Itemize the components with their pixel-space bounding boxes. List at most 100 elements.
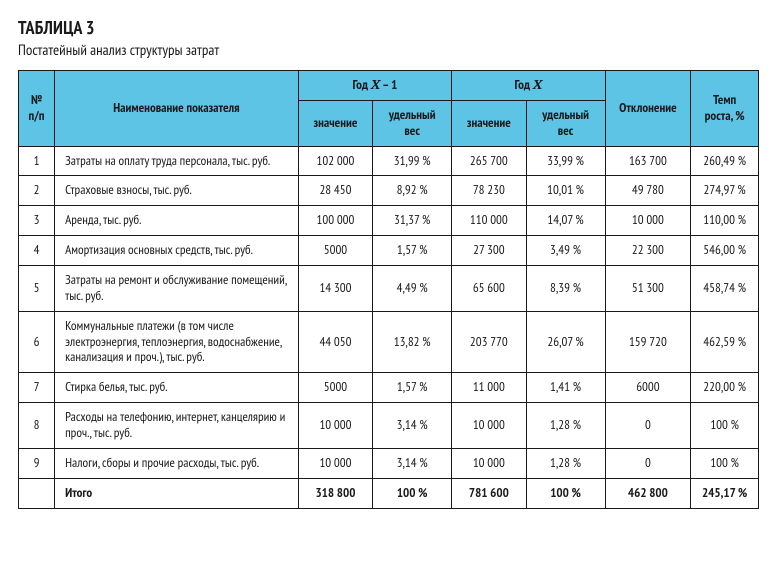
cell-deviation: 6000 <box>605 373 691 403</box>
cell-deviation: 159 720 <box>605 311 691 373</box>
cell-weight-cur: 26,07 % <box>526 311 605 373</box>
cell-name: Расходы на телефонию, интернет, канцеляр… <box>55 403 299 449</box>
cell-name: Налоги, сборы и прочие расходы, тыс. руб… <box>55 448 299 478</box>
cell-val-prev: 102 000 <box>298 146 372 176</box>
cell-val-prev: 28 450 <box>298 176 372 206</box>
cell-val-prev: 5000 <box>298 373 372 403</box>
cell-val-prev: 100 000 <box>298 206 372 236</box>
table-header: № п/п Наименование показателя Год X – 1 … <box>19 71 759 147</box>
cell-val-cur: 78 230 <box>452 176 526 206</box>
cell-val-prev: 14 300 <box>298 266 372 312</box>
cell-val-cur: 265 700 <box>452 146 526 176</box>
cell-num: 4 <box>19 236 55 266</box>
table-row: 7Стирка белья, тыс. руб.50001,57 %11 000… <box>19 373 759 403</box>
cell-weight-prev: 1,57 % <box>373 236 452 266</box>
cell-name: Страховые взносы, тыс. руб. <box>55 176 299 206</box>
cell-deviation: 10 000 <box>605 206 691 236</box>
cell-num: 2 <box>19 176 55 206</box>
table-row: 2Страховые взносы, тыс. руб.28 4508,92 %… <box>19 176 759 206</box>
cell-num: 5 <box>19 266 55 312</box>
cell-weight-cur: 10,01 % <box>526 176 605 206</box>
table-subtitle: Постатейный анализ структуры затрат <box>18 41 759 60</box>
cell-name: Амортизация основных средств, тыс. руб. <box>55 236 299 266</box>
cell-name: Затраты на ремонт и обслуживание помещен… <box>55 266 299 312</box>
cell-name: Аренда, тыс. руб. <box>55 206 299 236</box>
cell-weight-prev: 13,82 % <box>373 311 452 373</box>
table-row: 6Коммунальные платежи (в том числе элект… <box>19 311 759 373</box>
th-year-prev-var: X <box>371 75 380 93</box>
cell-rate: 462,59 % <box>691 311 759 373</box>
cell-weight-cur: 14,07 % <box>526 206 605 236</box>
cell-num: 9 <box>19 448 55 478</box>
cell-name: Коммунальные платежи (в том числе электр… <box>55 311 299 373</box>
table-row: 8Расходы на телефонию, интернет, канцеля… <box>19 403 759 449</box>
cell-rate: 274,97 % <box>691 176 759 206</box>
cell-rate: 110,00 % <box>691 206 759 236</box>
th-num: № п/п <box>19 71 55 147</box>
cell-weight-prev: 31,99 % <box>373 146 452 176</box>
cell-rate: 260,49 % <box>691 146 759 176</box>
th-year-cur-prefix: Год <box>514 76 532 93</box>
th-growth-rate: Темп роста, % <box>691 71 759 147</box>
cell-val-cur: 203 770 <box>452 311 526 373</box>
th-year-prev: Год X – 1 <box>298 71 451 101</box>
th-deviation: Отклонение <box>605 71 691 147</box>
cell-val-cur: 10 000 <box>452 403 526 449</box>
cell-val-prev: 318 800 <box>298 478 372 508</box>
th-val-prev: значение <box>298 100 372 146</box>
cell-weight-cur: 1,28 % <box>526 403 605 449</box>
th-year-prev-prefix: Год <box>352 76 370 93</box>
cell-num: 7 <box>19 373 55 403</box>
cell-num: 1 <box>19 146 55 176</box>
th-name: Наименование показателя <box>55 71 299 147</box>
cell-weight-cur: 8,39 % <box>526 266 605 312</box>
table-row: 3Аренда, тыс. руб.100 00031,37 %110 0001… <box>19 206 759 236</box>
cell-val-prev: 44 050 <box>298 311 372 373</box>
cell-deviation: 51 300 <box>605 266 691 312</box>
table-row: 5Затраты на ремонт и обслуживание помеще… <box>19 266 759 312</box>
cell-weight-prev: 8,92 % <box>373 176 452 206</box>
cell-weight-prev: 100 % <box>373 478 452 508</box>
table-row-total: Итого318 800100 %781 600100 %462 800245,… <box>19 478 759 508</box>
cell-val-prev: 10 000 <box>298 448 372 478</box>
cell-name: Затраты на оплату труда персонала, тыс. … <box>55 146 299 176</box>
cell-deviation: 163 700 <box>605 146 691 176</box>
cell-val-prev: 5000 <box>298 236 372 266</box>
cell-weight-cur: 100 % <box>526 478 605 508</box>
cell-weight-cur: 3,49 % <box>526 236 605 266</box>
cell-num: 8 <box>19 403 55 449</box>
cell-weight-cur: 1,41 % <box>526 373 605 403</box>
th-year-cur: Год X <box>452 71 605 101</box>
cell-deviation: 0 <box>605 448 691 478</box>
cell-val-cur: 27 300 <box>452 236 526 266</box>
cell-val-prev: 10 000 <box>298 403 372 449</box>
cell-deviation: 22 300 <box>605 236 691 266</box>
th-year-cur-var: X <box>533 75 542 93</box>
cell-rate: 100 % <box>691 448 759 478</box>
cost-structure-table: № п/п Наименование показателя Год X – 1 … <box>18 70 759 509</box>
table-row: 4Амортизация основных средств, тыс. руб.… <box>19 236 759 266</box>
cell-val-cur: 65 600 <box>452 266 526 312</box>
cell-deviation: 462 800 <box>605 478 691 508</box>
cell-weight-prev: 3,14 % <box>373 403 452 449</box>
cell-deviation: 49 780 <box>605 176 691 206</box>
cell-val-cur: 11 000 <box>452 373 526 403</box>
cell-weight-cur: 33,99 % <box>526 146 605 176</box>
cell-weight-cur: 1,28 % <box>526 448 605 478</box>
cell-weight-prev: 3,14 % <box>373 448 452 478</box>
table-title: ТАБЛИЦА 3 <box>18 16 759 39</box>
cell-num: 6 <box>19 311 55 373</box>
cell-name: Итого <box>55 478 299 508</box>
cell-rate: 245,17 % <box>691 478 759 508</box>
table-row: 9Налоги, сборы и прочие расходы, тыс. ру… <box>19 448 759 478</box>
cell-num <box>19 478 55 508</box>
th-weight-prev: удельный вес <box>373 100 452 146</box>
table-row: 1Затраты на оплату труда персонала, тыс.… <box>19 146 759 176</box>
cell-val-cur: 10 000 <box>452 448 526 478</box>
th-val-cur: значение <box>452 100 526 146</box>
th-weight-cur: удельный вес <box>526 100 605 146</box>
cell-rate: 220,00 % <box>691 373 759 403</box>
th-year-prev-suffix: – 1 <box>380 76 397 93</box>
cell-num: 3 <box>19 206 55 236</box>
cell-weight-prev: 4,49 % <box>373 266 452 312</box>
